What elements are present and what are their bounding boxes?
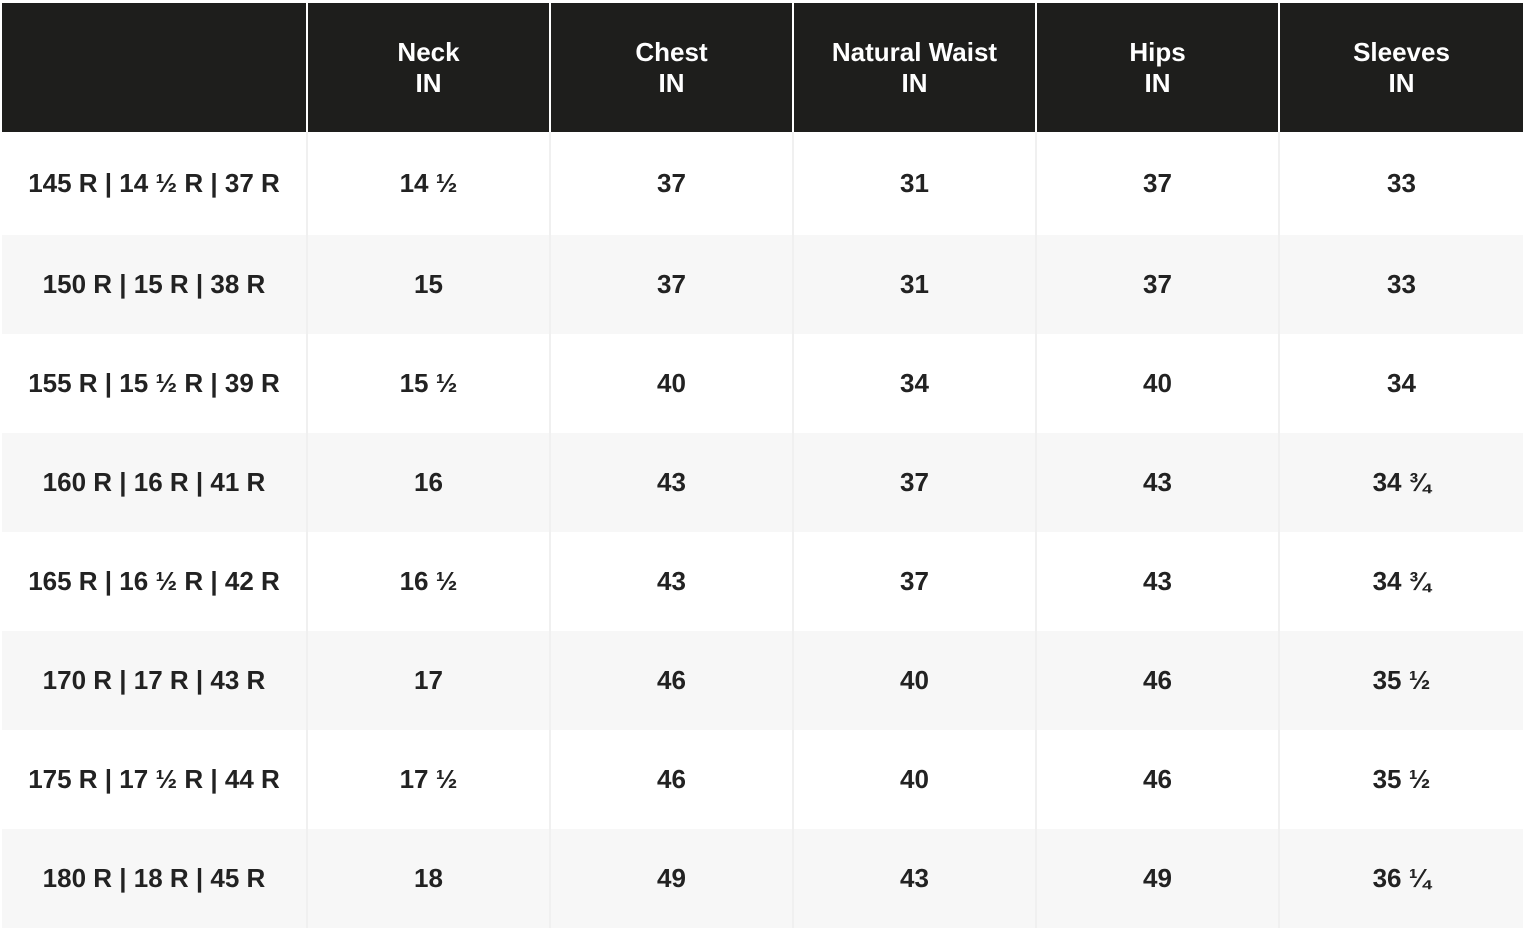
table-row: 175 R | 17 ½ R | 44 R 17 ½ 46 40 46 35 ½ xyxy=(2,730,1523,829)
cell-waist: 37 xyxy=(792,532,1035,631)
cell-size: 145 R | 14 ½ R | 37 R xyxy=(2,132,306,235)
cell-hips: 46 xyxy=(1035,631,1278,730)
header-sleeves: Sleeves IN xyxy=(1278,3,1523,132)
table-row: 150 R | 15 R | 38 R 15 37 31 37 33 xyxy=(2,235,1523,334)
cell-hips: 43 xyxy=(1035,433,1278,532)
cell-hips: 43 xyxy=(1035,532,1278,631)
cell-sleeves: 33 xyxy=(1278,132,1523,235)
cell-hips: 37 xyxy=(1035,132,1278,235)
header-neck-unit: IN xyxy=(415,67,442,98)
cell-neck: 17 ½ xyxy=(306,730,549,829)
table-row: 155 R | 15 ½ R | 39 R 15 ½ 40 34 40 34 xyxy=(2,334,1523,433)
header-waist-label: Natural Waist xyxy=(831,36,998,67)
cell-hips: 49 xyxy=(1035,829,1278,928)
header-hips-unit: IN xyxy=(1144,67,1171,98)
cell-sleeves: 34 xyxy=(1278,334,1523,433)
table-row: 145 R | 14 ½ R | 37 R 14 ½ 37 31 37 33 xyxy=(2,132,1523,235)
cell-waist: 31 xyxy=(792,235,1035,334)
cell-size: 170 R | 17 R | 43 R xyxy=(2,631,306,730)
cell-waist: 34 xyxy=(792,334,1035,433)
cell-chest: 49 xyxy=(549,829,792,928)
header-hips: Hips IN xyxy=(1035,3,1278,132)
cell-waist: 40 xyxy=(792,730,1035,829)
table-row: 160 R | 16 R | 41 R 16 43 37 43 34 ¾ xyxy=(2,433,1523,532)
cell-chest: 46 xyxy=(549,730,792,829)
cell-neck: 17 xyxy=(306,631,549,730)
cell-size: 180 R | 18 R | 45 R xyxy=(2,829,306,928)
cell-waist: 40 xyxy=(792,631,1035,730)
cell-sleeves: 35 ½ xyxy=(1278,631,1523,730)
cell-sleeves: 33 xyxy=(1278,235,1523,334)
cell-size: 155 R | 15 ½ R | 39 R xyxy=(2,334,306,433)
header-sleeves-label: Sleeves xyxy=(1353,36,1450,67)
cell-waist: 37 xyxy=(792,433,1035,532)
cell-size: 175 R | 17 ½ R | 44 R xyxy=(2,730,306,829)
header-size xyxy=(2,3,306,132)
cell-neck: 15 xyxy=(306,235,549,334)
header-waist-unit: IN xyxy=(901,67,928,98)
header-row: Neck IN Chest IN Natural Waist IN Hips I… xyxy=(2,3,1523,132)
cell-hips: 40 xyxy=(1035,334,1278,433)
cell-sleeves: 35 ½ xyxy=(1278,730,1523,829)
cell-neck: 18 xyxy=(306,829,549,928)
cell-size: 160 R | 16 R | 41 R xyxy=(2,433,306,532)
header-chest: Chest IN xyxy=(549,3,792,132)
size-chart-table: Neck IN Chest IN Natural Waist IN Hips I… xyxy=(2,3,1523,928)
header-neck-label: Neck xyxy=(397,36,460,67)
cell-chest: 37 xyxy=(549,132,792,235)
header-sleeves-unit: IN xyxy=(1388,67,1415,98)
header-hips-label: Hips xyxy=(1129,36,1186,67)
cell-waist: 31 xyxy=(792,132,1035,235)
cell-hips: 46 xyxy=(1035,730,1278,829)
table-body: 145 R | 14 ½ R | 37 R 14 ½ 37 31 37 33 1… xyxy=(2,132,1523,928)
cell-chest: 40 xyxy=(549,334,792,433)
cell-neck: 16 xyxy=(306,433,549,532)
header-neck: Neck IN xyxy=(306,3,549,132)
cell-chest: 46 xyxy=(549,631,792,730)
cell-neck: 16 ½ xyxy=(306,532,549,631)
cell-sleeves: 34 ¾ xyxy=(1278,433,1523,532)
cell-size: 150 R | 15 R | 38 R xyxy=(2,235,306,334)
cell-sleeves: 36 ¼ xyxy=(1278,829,1523,928)
header-waist: Natural Waist IN xyxy=(792,3,1035,132)
cell-hips: 37 xyxy=(1035,235,1278,334)
cell-size: 165 R | 16 ½ R | 42 R xyxy=(2,532,306,631)
cell-waist: 43 xyxy=(792,829,1035,928)
table-header: Neck IN Chest IN Natural Waist IN Hips I… xyxy=(2,3,1523,132)
cell-chest: 43 xyxy=(549,433,792,532)
table-row: 165 R | 16 ½ R | 42 R 16 ½ 43 37 43 34 ¾ xyxy=(2,532,1523,631)
cell-chest: 43 xyxy=(549,532,792,631)
header-chest-unit: IN xyxy=(658,67,685,98)
table-row: 170 R | 17 R | 43 R 17 46 40 46 35 ½ xyxy=(2,631,1523,730)
cell-neck: 15 ½ xyxy=(306,334,549,433)
cell-chest: 37 xyxy=(549,235,792,334)
cell-sleeves: 34 ¾ xyxy=(1278,532,1523,631)
table-row: 180 R | 18 R | 45 R 18 49 43 49 36 ¼ xyxy=(2,829,1523,928)
cell-neck: 14 ½ xyxy=(306,132,549,235)
header-chest-label: Chest xyxy=(635,36,708,67)
